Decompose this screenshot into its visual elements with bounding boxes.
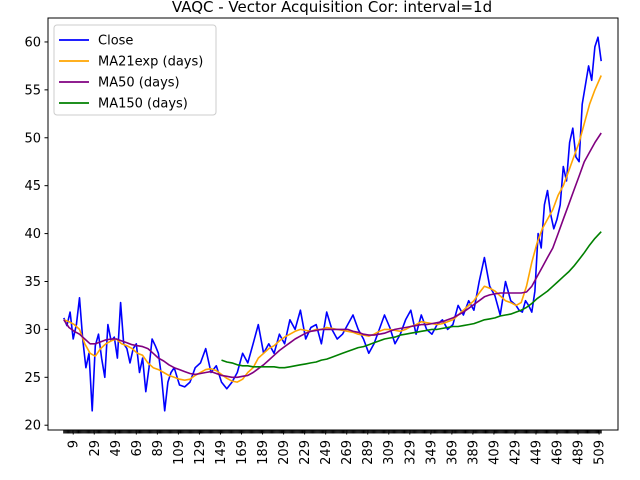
x-tick-label: 309 (382, 440, 397, 465)
y-axis: 20 25 30 35 40 45 50 55 60 (24, 35, 48, 434)
y-tick-label: 35 (24, 275, 41, 290)
plot-frame (47, 17, 619, 431)
legend-box (53, 24, 217, 116)
x-tick-label: 29 (88, 440, 103, 457)
x-tick-label: 89 (151, 440, 166, 457)
y-tick-label: 25 (24, 371, 41, 386)
x-tick-label: 269 (340, 440, 355, 465)
x-minor-ticks (63, 430, 602, 434)
x-tick-label: 289 (361, 440, 376, 465)
series-layer (63, 36, 602, 412)
x-tick-label: 109 (172, 440, 187, 465)
y-tick-label: 50 (24, 131, 41, 146)
y-tick-label: 40 (24, 227, 41, 242)
y-tick-label: 60 (24, 35, 41, 50)
x-tick-label: 69 (130, 440, 145, 457)
y-tick-label: 20 (24, 419, 41, 434)
legend-label: MA150 (days) (98, 97, 188, 112)
y-tick-label: 55 (24, 83, 41, 98)
x-tick-label: 129 (193, 440, 208, 465)
series-line-ma150-days (221, 231, 602, 369)
x-tick-label: 489 (572, 440, 587, 465)
legend-label: MA50 (days) (98, 76, 180, 91)
legend-label: MA21exp (days) (98, 55, 203, 70)
x-tick-label: 329 (403, 440, 418, 465)
y-tick-label: 45 (24, 179, 41, 194)
x-tick-label: 9 (67, 440, 82, 448)
x-tick-label: 209 (277, 440, 292, 465)
series-line-ma21exp-days (63, 75, 602, 383)
x-tick-label: 369 (445, 440, 460, 465)
x-tick-label: 349 (424, 440, 439, 465)
x-tick-label: 189 (256, 440, 271, 465)
x-axis: 9 29 49 69 89 109 129 149 169 189 209 229 249 269 289 3… (67, 430, 608, 465)
legend: Close MA21exp (days) MA50 (days) MA150 (day… (53, 24, 217, 116)
x-tick-label: 149 (214, 440, 229, 465)
x-tick-label: 229 (298, 440, 313, 465)
y-tick-label: 30 (24, 323, 41, 338)
legend-label: Close (98, 34, 133, 49)
x-tick-label: 429 (508, 440, 523, 465)
x-tick-label: 469 (551, 440, 566, 465)
x-tick-label: 389 (466, 440, 481, 465)
x-tick-label: 49 (109, 440, 124, 457)
x-tick-label: 169 (235, 440, 250, 465)
x-tick-label: 409 (487, 440, 502, 465)
series-line-ma50-days (63, 132, 602, 379)
x-tick-label: 509 (593, 440, 608, 465)
x-tick-label: 249 (319, 440, 334, 465)
x-tick-label: 449 (529, 440, 544, 465)
chart-title: VAQC - Vector Acquisition Cor: interval=… (172, 0, 492, 16)
